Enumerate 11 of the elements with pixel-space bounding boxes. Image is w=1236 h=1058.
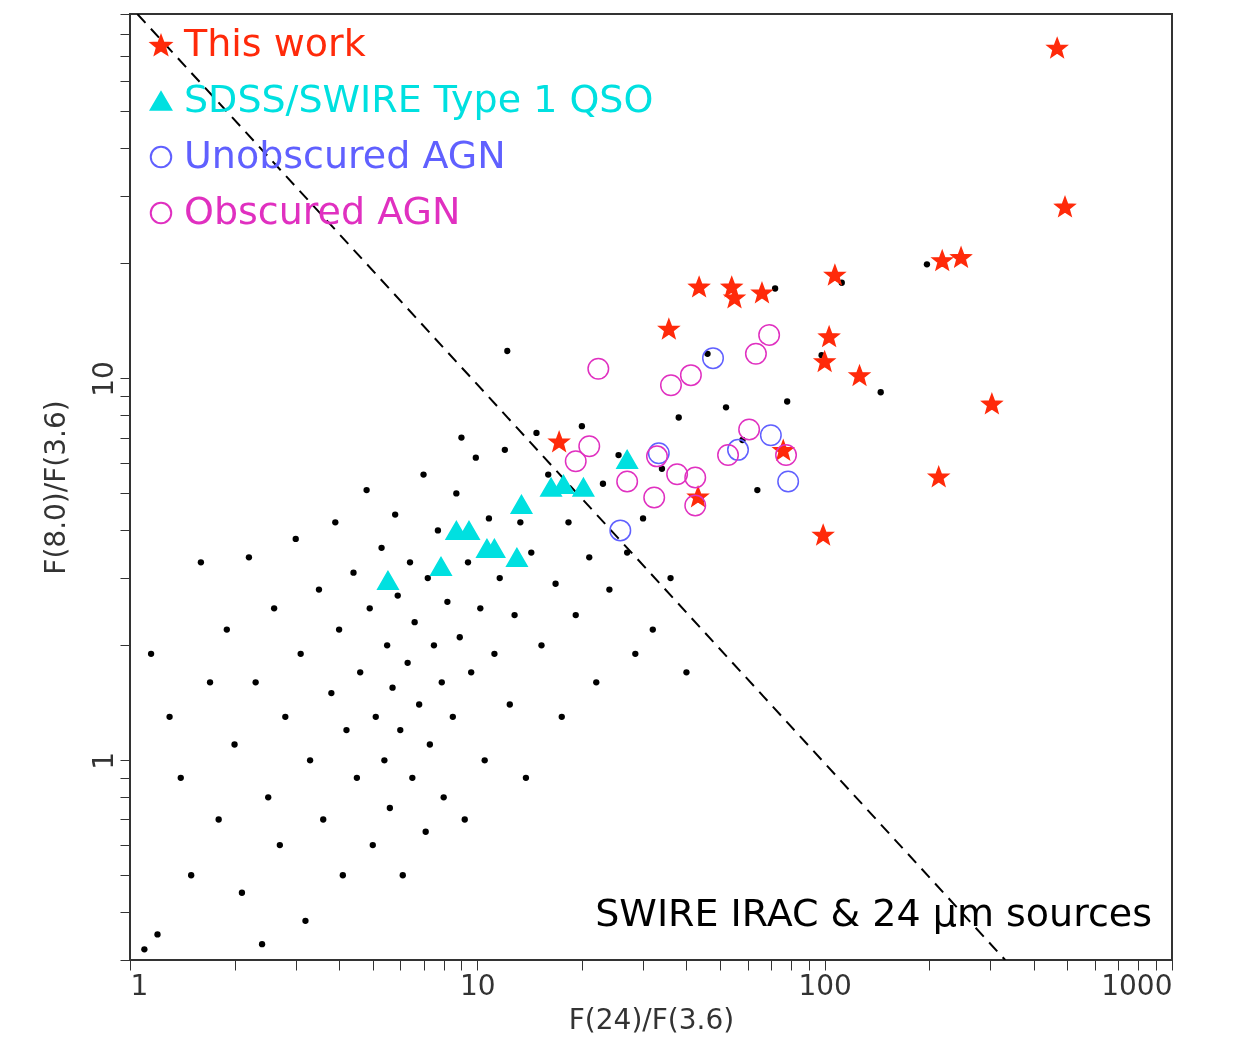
legend-label: SDSS/SWIRE Type 1 QSO xyxy=(184,77,654,121)
legend-label: Obscured AGN xyxy=(184,189,461,233)
x-tick-label: 10 xyxy=(460,968,496,1002)
y-axis-title: F(8.0)/F(3.6) xyxy=(38,400,72,575)
x-axis-title: F(24)/F(3.6) xyxy=(568,1002,735,1036)
x-tick-label: 1 xyxy=(130,968,149,1002)
x-tick-label: 100 xyxy=(798,968,852,1002)
x-tick-label: 1000 xyxy=(1101,968,1173,1002)
legend-label: Unobscured AGN xyxy=(184,133,506,177)
legend-label: This work xyxy=(183,21,366,65)
annotation: SWIRE IRAC & 24 μm sources xyxy=(595,891,1152,935)
